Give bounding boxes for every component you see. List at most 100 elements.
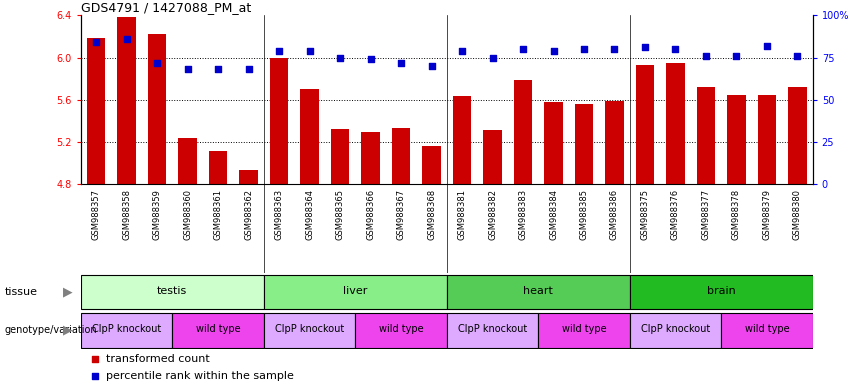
- Point: [425, 63, 438, 69]
- Text: GSM988386: GSM988386: [610, 189, 619, 240]
- Text: GSM988375: GSM988375: [641, 189, 649, 240]
- Point: [120, 36, 134, 42]
- Point: [242, 66, 255, 73]
- Point: [486, 55, 500, 61]
- Text: wild type: wild type: [745, 324, 789, 334]
- Point: [394, 60, 408, 66]
- Text: GSM988385: GSM988385: [580, 189, 589, 240]
- Point: [700, 53, 713, 59]
- Bar: [630, 275, 813, 309]
- Text: tissue: tissue: [4, 287, 37, 297]
- Text: wild type: wild type: [196, 324, 240, 334]
- Text: GSM988381: GSM988381: [458, 189, 466, 240]
- Bar: [148, 35, 166, 184]
- Bar: [270, 58, 288, 184]
- Text: GSM988368: GSM988368: [427, 189, 436, 240]
- Text: GSM988365: GSM988365: [335, 189, 345, 240]
- Text: ▶: ▶: [63, 324, 72, 337]
- Bar: [391, 128, 410, 184]
- Bar: [362, 131, 380, 184]
- Point: [791, 53, 804, 59]
- Text: GSM988382: GSM988382: [488, 189, 497, 240]
- Text: GSM988376: GSM988376: [671, 189, 680, 240]
- Text: brain: brain: [707, 286, 735, 296]
- Text: GSM988367: GSM988367: [397, 189, 406, 240]
- Point: [669, 46, 683, 52]
- Text: liver: liver: [343, 286, 368, 296]
- Bar: [81, 313, 172, 348]
- Point: [546, 48, 560, 54]
- Bar: [574, 104, 593, 184]
- Bar: [636, 65, 654, 184]
- Bar: [697, 87, 715, 184]
- Point: [303, 48, 317, 54]
- Bar: [728, 94, 745, 184]
- Text: ClpP knockout: ClpP knockout: [92, 324, 161, 334]
- Text: GSM988383: GSM988383: [518, 189, 528, 240]
- Point: [89, 373, 102, 379]
- Text: transformed count: transformed count: [106, 354, 210, 364]
- Bar: [264, 313, 355, 348]
- Point: [608, 46, 621, 52]
- Bar: [239, 169, 258, 184]
- Text: heart: heart: [523, 286, 553, 296]
- Point: [455, 48, 469, 54]
- Bar: [453, 96, 471, 184]
- Bar: [172, 313, 264, 348]
- Bar: [179, 138, 197, 184]
- Bar: [447, 313, 538, 348]
- Point: [180, 66, 194, 73]
- Text: wild type: wild type: [379, 324, 423, 334]
- Bar: [355, 313, 447, 348]
- Text: GSM988384: GSM988384: [549, 189, 558, 240]
- Point: [638, 45, 652, 51]
- Bar: [87, 38, 106, 184]
- Bar: [447, 275, 630, 309]
- Bar: [538, 313, 630, 348]
- Text: GSM988360: GSM988360: [183, 189, 192, 240]
- Bar: [630, 313, 721, 348]
- Point: [151, 60, 164, 66]
- Text: GSM988364: GSM988364: [305, 189, 314, 240]
- Text: GSM988378: GSM988378: [732, 189, 741, 240]
- Bar: [788, 87, 807, 184]
- Text: testis: testis: [157, 286, 187, 296]
- Text: GSM988379: GSM988379: [762, 189, 772, 240]
- Bar: [666, 63, 684, 184]
- Bar: [300, 89, 318, 184]
- Text: ClpP knockout: ClpP knockout: [641, 324, 710, 334]
- Text: percentile rank within the sample: percentile rank within the sample: [106, 371, 294, 381]
- Text: GSM988358: GSM988358: [122, 189, 131, 240]
- Text: wild type: wild type: [562, 324, 606, 334]
- Bar: [264, 275, 447, 309]
- Bar: [721, 313, 813, 348]
- Text: ▶: ▶: [63, 285, 72, 298]
- Point: [89, 39, 103, 45]
- Point: [760, 43, 774, 49]
- Point: [211, 66, 225, 73]
- Text: GSM988366: GSM988366: [366, 189, 375, 240]
- Point: [363, 56, 377, 62]
- Text: GSM988361: GSM988361: [214, 189, 223, 240]
- Text: GSM988377: GSM988377: [701, 189, 711, 240]
- Text: GSM988380: GSM988380: [793, 189, 802, 240]
- Point: [334, 55, 347, 61]
- Bar: [331, 129, 349, 184]
- Bar: [545, 102, 563, 184]
- Text: ClpP knockout: ClpP knockout: [275, 324, 344, 334]
- Point: [577, 46, 591, 52]
- Bar: [81, 275, 264, 309]
- Text: ClpP knockout: ClpP knockout: [458, 324, 527, 334]
- Point: [89, 356, 102, 362]
- Text: GSM988359: GSM988359: [152, 189, 162, 240]
- Bar: [209, 151, 227, 184]
- Bar: [514, 80, 532, 184]
- Bar: [483, 131, 501, 184]
- Point: [272, 48, 286, 54]
- Bar: [422, 146, 441, 184]
- Text: GSM988357: GSM988357: [92, 189, 100, 240]
- Point: [517, 46, 530, 52]
- Text: GSM988363: GSM988363: [275, 189, 283, 240]
- Text: GSM988362: GSM988362: [244, 189, 253, 240]
- Bar: [757, 94, 776, 184]
